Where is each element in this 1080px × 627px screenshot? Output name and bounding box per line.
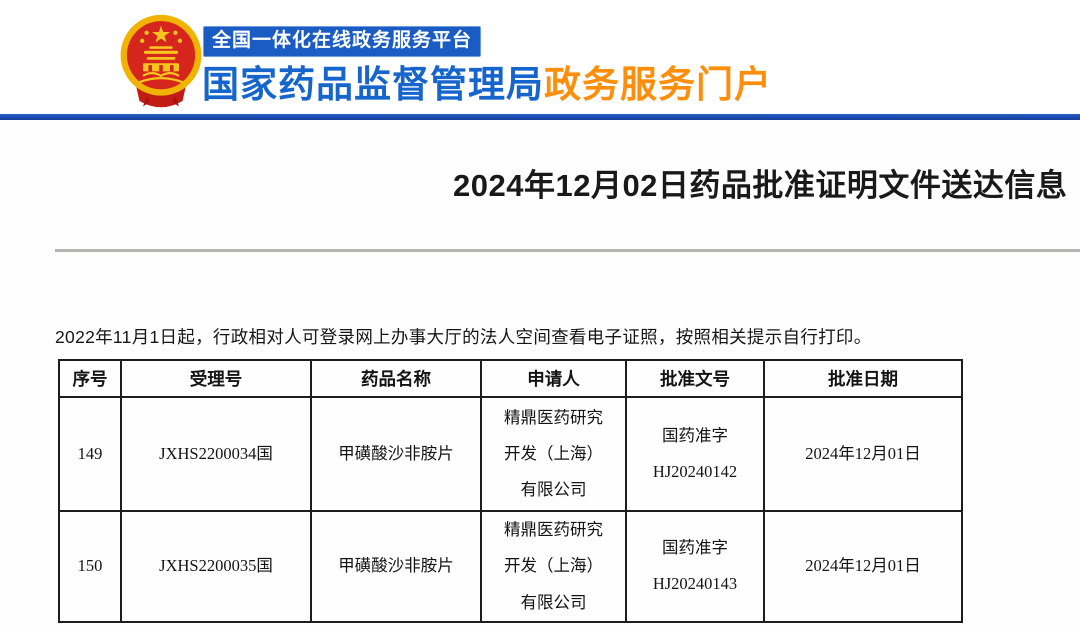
site-header: 全国一体化在线政务服务平台 国家药品监督管理局政务服务门户 — [0, 0, 1080, 114]
approval-no-text: 国药准字HJ20240143 — [652, 538, 738, 594]
cell-applicant: 精鼎医药研究开发（上海）有限公司 — [480, 396, 627, 512]
cell-drug-name: 甲磺酸沙非胺片 — [310, 510, 482, 623]
approval-table: 序号 受理号 药品名称 申请人 批准文号 批准日期 149 JXHS220003… — [58, 359, 963, 623]
site-title[interactable]: 国家药品监督管理局政务服务门户 — [202, 54, 772, 108]
col-header-acceptance-no: 受理号 — [120, 359, 312, 398]
approval-no-text: 国药准字HJ20240142 — [652, 425, 738, 481]
cell-approval-date: 2024年12月01日 — [763, 396, 963, 512]
table-row: 149 JXHS2200034国 甲磺酸沙非胺片 精鼎医药研究开发（上海）有限公… — [58, 396, 963, 512]
cell-approval-no: 国药准字HJ20240143 — [625, 510, 765, 623]
cell-approval-date: 2024年12月01日 — [763, 510, 963, 623]
col-header-seq: 序号 — [58, 359, 122, 398]
table-header-row: 序号 受理号 药品名称 申请人 批准文号 批准日期 — [58, 359, 963, 398]
cell-seq: 150 — [58, 510, 122, 623]
page-title: 2024年12月02日药品批准证明文件送达信息 — [453, 168, 1068, 203]
applicant-text: 精鼎医药研究开发（上海）有限公司 — [504, 520, 603, 612]
platform-badge: 全国一体化在线政务服务平台 — [203, 26, 482, 57]
approval-table-wrap: 序号 受理号 药品名称 申请人 批准文号 批准日期 149 JXHS220003… — [58, 359, 963, 623]
cell-seq: 149 — [58, 396, 122, 512]
title-divider — [55, 249, 1080, 252]
cell-drug-name: 甲磺酸沙非胺片 — [310, 396, 482, 512]
col-header-approval-date: 批准日期 — [763, 359, 963, 398]
portal-suffix: 政务服务门户 — [544, 64, 772, 105]
table-row: 150 JXHS2200035国 甲磺酸沙非胺片 精鼎医药研究开发（上海）有限公… — [58, 510, 963, 623]
cell-acceptance-no: JXHS2200034国 — [120, 396, 312, 512]
national-emblem-icon — [120, 14, 202, 108]
col-header-drug-name: 药品名称 — [310, 359, 482, 398]
col-header-applicant: 申请人 — [480, 359, 627, 398]
notice-text: 2022年11月1日起，行政相对人可登录网上办事大厅的法人空间查看电子证照，按照… — [55, 327, 872, 347]
header-divider — [0, 114, 1080, 120]
col-header-approval-no: 批准文号 — [625, 359, 765, 398]
agency-name: 国家药品监督管理局 — [202, 64, 544, 105]
cell-applicant: 精鼎医药研究开发（上海）有限公司 — [480, 510, 627, 623]
cell-approval-no: 国药准字HJ20240142 — [625, 396, 765, 512]
applicant-text: 精鼎医药研究开发（上海）有限公司 — [504, 407, 603, 500]
cell-acceptance-no: JXHS2200035国 — [120, 510, 312, 623]
